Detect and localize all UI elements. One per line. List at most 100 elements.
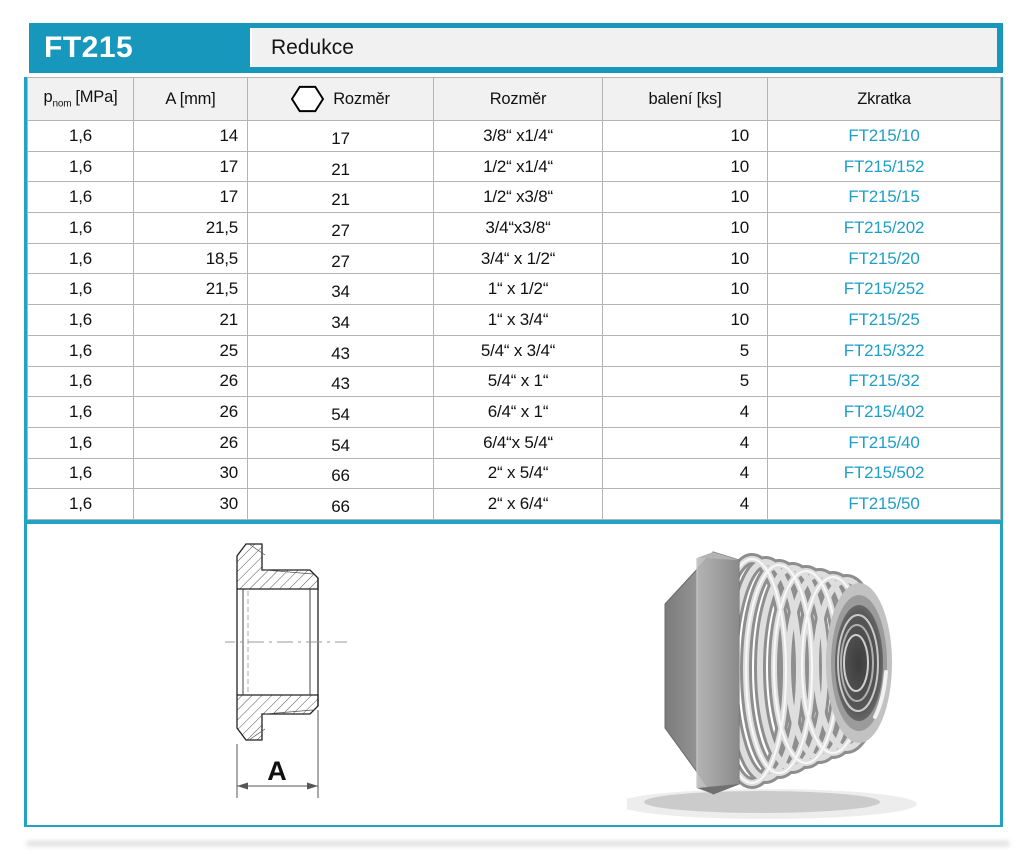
col-header-pnom: pnom [MPa] [27,77,134,121]
table-row: 1,6 26 43 5/4“ x 1“ 5 FT215/32 [27,365,1001,398]
page-edge-shadow [26,841,1010,848]
figure-panel: A [27,523,1000,825]
cell-baleni: 10 [602,120,768,152]
cell-rozmer: 2“ x 6/4“ [433,488,603,520]
cell-zkratka[interactable]: FT215/10 [767,120,1001,152]
table-row: 1,6 17 21 1/2“ x1/4“ 10 FT215/152 [27,150,1001,183]
cell-pnom: 1,6 [27,212,134,244]
cell-baleni: 4 [602,457,768,490]
content-frame: pnom [MPa] A [mm] Rozměr Rozměr balení [k… [24,77,1003,827]
col-header-hex: Rozměr [247,77,434,121]
table-body: 1,6 14 17 3/8“ x1/4“ 10 FT215/10 1,6 17 21 1/2“ x… [27,120,1001,520]
cell-a: 17 [133,150,248,183]
cell-pnom: 1,6 [27,120,134,152]
table-row: 1,6 21 34 1“ x 3/4“ 10 FT215/25 [27,304,1001,336]
cell-rozmer: 5/4“ x 1“ [433,365,603,398]
cell-rozmer: 3/4“ x 1/2“ [433,242,603,275]
product-code: FT215 [44,31,134,64]
cell-zkratka[interactable]: FT215/20 [767,242,1001,275]
cell-zkratka[interactable]: FT215/322 [767,334,1001,367]
cell-hex: 34 [247,304,434,336]
section-divider [27,519,1000,524]
cell-a: 21 [133,304,248,336]
cell-rozmer: 1“ x 1/2“ [433,273,603,306]
cell-rozmer: 5/4“ x 3/4“ [433,334,603,367]
cell-pnom: 1,6 [27,334,134,367]
cell-a: 17 [133,181,248,214]
product-name-band: Redukce [250,28,997,67]
hexagon-icon [291,85,325,113]
table-row: 1,6 14 17 3/8“ x1/4“ 10 FT215/10 [27,120,1001,152]
cell-baleni: 10 [602,212,768,244]
cell-pnom: 1,6 [27,426,134,459]
table-row: 1,6 25 43 5/4“ x 3/4“ 5 FT215/322 [27,334,1001,367]
title-bar: FT215 Redukce [29,23,1003,73]
table-row: 1,6 26 54 6/4“ x 1“ 4 FT215/402 [27,396,1001,428]
col-header-rozmer: Rozměr [433,77,603,121]
cell-rozmer: 3/4“x3/8“ [433,212,603,244]
cell-hex: 21 [247,181,434,214]
cell-baleni: 5 [602,365,768,398]
cell-zkratka[interactable]: FT215/25 [767,304,1001,336]
cell-hex: 43 [247,365,434,398]
product-photo [627,551,917,819]
table-row: 1,6 18,5 27 3/4“ x 1/2“ 10 FT215/20 [27,242,1001,275]
cell-zkratka[interactable]: FT215/15 [767,181,1001,214]
cell-hex: 54 [247,426,434,459]
cell-rozmer: 6/4“x 5/4“ [433,426,603,459]
product-table: pnom [MPa] A [mm] Rozměr Rozměr balení [k… [27,77,1001,520]
cell-baleni: 10 [602,181,768,214]
cell-zkratka[interactable]: FT215/502 [767,457,1001,490]
table-row: 1,6 30 66 2“ x 6/4“ 4 FT215/50 [27,488,1001,520]
cell-baleni: 4 [602,488,768,520]
cell-rozmer: 1/2“ x1/4“ [433,150,603,183]
cell-hex: 54 [247,396,434,428]
cell-a: 18,5 [133,242,248,275]
cell-baleni: 4 [602,396,768,428]
cell-pnom: 1,6 [27,242,134,275]
cell-zkratka[interactable]: FT215/32 [767,365,1001,398]
thread-bore [826,582,892,743]
hex-head [664,551,740,795]
cell-rozmer: 3/8“ x1/4“ [433,120,603,152]
cell-zkratka[interactable]: FT215/202 [767,212,1001,244]
cell-pnom: 1,6 [27,457,134,490]
cell-a: 30 [133,457,248,490]
cell-hex: 43 [247,334,434,367]
cell-zkratka[interactable]: FT215/252 [767,273,1001,306]
cell-rozmer: 1“ x 3/4“ [433,304,603,336]
cell-baleni: 5 [602,334,768,367]
col-header-baleni: balení [ks] [602,77,768,121]
col-header-zkratka: Zkratka [767,77,1001,121]
cell-hex: 21 [247,150,434,183]
cell-zkratka[interactable]: FT215/50 [767,488,1001,520]
cell-hex: 17 [247,120,434,152]
cell-a: 25 [133,334,248,367]
col-header-a: A [mm] [133,77,248,121]
table-row: 1,6 21,5 34 1“ x 1/2“ 10 FT215/252 [27,273,1001,306]
cell-pnom: 1,6 [27,304,134,336]
cell-baleni: 4 [602,426,768,459]
cell-hex: 27 [247,242,434,275]
product-name: Redukce [271,35,354,59]
dimension-label: A [267,756,287,786]
cell-zkratka[interactable]: FT215/40 [767,426,1001,459]
cell-baleni: 10 [602,304,768,336]
cell-rozmer: 6/4“ x 1“ [433,396,603,428]
cell-pnom: 1,6 [27,273,134,306]
cell-zkratka[interactable]: FT215/152 [767,150,1001,183]
table-row: 1,6 21,5 27 3/4“x3/8“ 10 FT215/202 [27,212,1001,244]
technical-drawing: A [225,543,347,798]
table-row: 1,6 17 21 1/2“ x3/8“ 10 FT215/15 [27,181,1001,214]
cell-rozmer: 1/2“ x3/8“ [433,181,603,214]
cell-a: 21,5 [133,273,248,306]
cell-a: 26 [133,426,248,459]
cell-pnom: 1,6 [27,181,134,214]
cell-a: 30 [133,488,248,520]
cell-zkratka[interactable]: FT215/402 [767,396,1001,428]
cell-hex: 27 [247,212,434,244]
cell-baleni: 10 [602,273,768,306]
cell-rozmer: 2“ x 5/4“ [433,457,603,490]
cell-hex: 34 [247,273,434,306]
cell-pnom: 1,6 [27,488,134,520]
